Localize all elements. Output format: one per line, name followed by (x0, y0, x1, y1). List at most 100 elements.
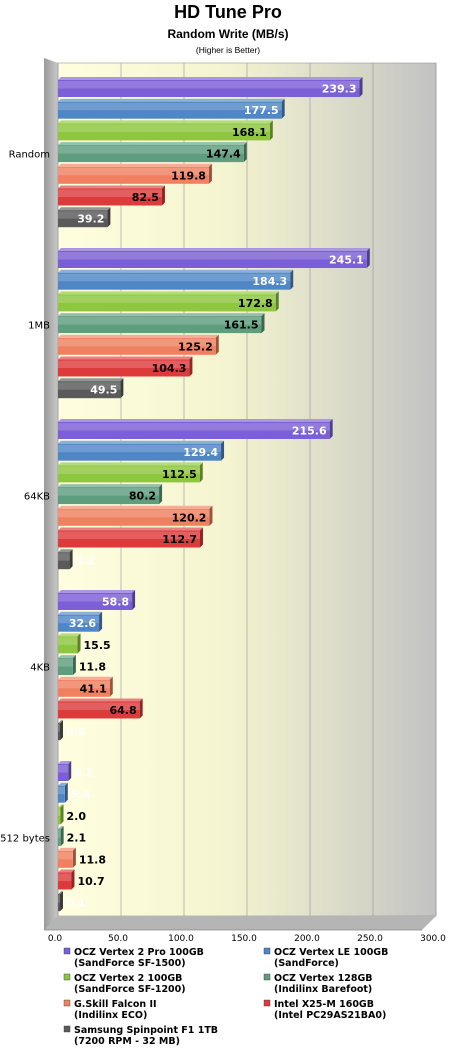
bar-highlight (58, 81, 360, 89)
legend-label: OCZ Vertex 2 Pro 100GB (74, 947, 204, 958)
plot-bottom-floor (44, 916, 436, 930)
bar-top (58, 440, 225, 444)
bar: 245.1 (58, 248, 370, 268)
data-label: 49.5 (90, 384, 117, 397)
bar-top (58, 633, 81, 637)
legend-item: OCZ Vertex 2 Pro 100GB(SandForce SF-1500… (63, 947, 204, 969)
bar-top (58, 782, 68, 786)
bar-side (60, 826, 64, 847)
bar-top (58, 527, 204, 531)
bar-top (58, 98, 285, 102)
bar-top (58, 185, 165, 189)
bar-front (58, 701, 140, 719)
bar-highlight (58, 102, 282, 111)
bar-top (58, 676, 113, 680)
data-label: 82.5 (132, 191, 159, 204)
bar-side (359, 77, 363, 97)
category-label: 64KB (24, 492, 50, 503)
bar-highlight (58, 786, 65, 795)
bar-side (107, 207, 111, 228)
bar-highlight (58, 680, 110, 689)
bar: 49.5 (58, 378, 124, 399)
legend-item: OCZ Vertex 128GB(Indilinx Barefoot) (263, 973, 373, 995)
legend-swatch (63, 999, 71, 1007)
bar-side (77, 633, 81, 654)
bar-front (58, 807, 61, 825)
bar-side (275, 291, 279, 312)
chart-title: HD Tune Pro (174, 2, 282, 22)
bar-side (269, 120, 273, 141)
bar-side (329, 419, 333, 439)
data-label: 168.1 (232, 126, 267, 139)
data-label: 8.1 (74, 767, 94, 780)
legend-label: (Intel PC29AS21BA0) (274, 1010, 386, 1021)
bar-top (58, 891, 63, 895)
bar: 41.1 (58, 676, 113, 697)
bar-highlight (58, 895, 60, 903)
bar-front (58, 272, 291, 290)
bar-side (109, 676, 113, 697)
data-label: 112.7 (162, 533, 197, 546)
bar-front (58, 443, 222, 461)
bar-front (58, 530, 201, 548)
bar-top (58, 120, 273, 124)
data-label: 184.3 (252, 275, 287, 288)
bar-top (58, 419, 333, 422)
data-label: 15.5 (84, 639, 111, 652)
bar-top (58, 611, 103, 615)
category-label: 4KB (30, 663, 50, 674)
data-label: 58.8 (102, 596, 129, 609)
bar-highlight (58, 553, 70, 561)
legend-item: Samsung Spinpoint F1 1TB(7200 RPM - 32 M… (63, 1025, 218, 1047)
data-label: 239.3 (322, 83, 357, 96)
bar: 9.2 (58, 549, 96, 570)
bar-highlight (58, 808, 61, 816)
legend-swatch (63, 1025, 71, 1033)
legend-label: (SandForce) (274, 958, 339, 969)
legend: OCZ Vertex 2 Pro 100GB(SandForce SF-1500… (63, 947, 388, 1047)
bar-front (58, 188, 162, 206)
bar-top (58, 334, 219, 338)
bar-front (58, 80, 360, 97)
bar-highlight (58, 594, 133, 602)
bar-side (64, 782, 68, 803)
data-label: 120.2 (172, 511, 207, 524)
bar-top (58, 761, 72, 764)
category-label: 512 bytes (0, 834, 50, 845)
bar-top (58, 462, 203, 466)
bar-front (58, 166, 209, 184)
data-label: 125.2 (178, 340, 213, 353)
legend-label: OCZ Vertex 2 100GB (74, 973, 182, 984)
bar-highlight (58, 382, 121, 390)
bar-front (58, 872, 72, 890)
legend-item: OCZ Vertex 2 100GB(SandForce SF-1200) (63, 973, 186, 995)
legend-label: OCZ Vertex LE 100GB (274, 947, 388, 958)
bar-highlight (58, 702, 140, 710)
legend-label: (7200 RPM - 32 MB) (74, 1036, 180, 1047)
bar-side (60, 720, 63, 741)
bar: 147.4 (58, 142, 247, 163)
bar-top (58, 804, 64, 808)
data-label: 5.4 (71, 788, 91, 801)
bar-highlight (58, 423, 330, 431)
bar-highlight (58, 531, 201, 539)
bar-highlight (58, 659, 73, 667)
chart-subtitle: Random Write (MB/s) (167, 27, 288, 41)
legend-swatch (263, 947, 271, 955)
bar-front (58, 145, 244, 163)
data-label: 9.2 (76, 555, 96, 568)
data-label: 0.1 (66, 897, 86, 910)
legend-label: (Indilinx Barefoot) (274, 984, 372, 995)
bar-side (161, 185, 165, 206)
bar-top (58, 484, 163, 488)
bar-top (58, 549, 73, 553)
legend-item: OCZ Vertex LE 100GB(SandForce) (263, 947, 388, 969)
legend-label: (Indilinx ECO) (74, 1010, 147, 1021)
bar-front (58, 614, 100, 632)
bar-highlight (58, 360, 190, 368)
bar-front (58, 210, 108, 228)
data-label: 32.6 (69, 617, 96, 630)
bar-side (208, 163, 212, 184)
bar-highlight (58, 615, 100, 624)
bar-front (58, 829, 61, 847)
